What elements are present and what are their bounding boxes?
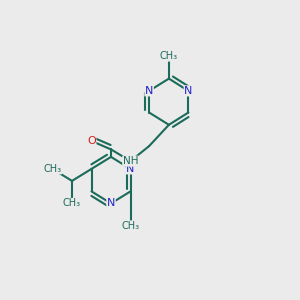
Text: N: N [126,164,135,174]
Text: O: O [87,136,96,146]
Text: NH: NH [123,156,138,166]
Text: N: N [107,198,115,208]
Text: CH₃: CH₃ [44,164,62,174]
Text: CH₃: CH₃ [160,51,178,61]
Text: CH₃: CH₃ [122,221,140,231]
Text: N: N [145,86,153,96]
Text: N: N [184,86,193,96]
Text: CH₃: CH₃ [63,198,81,208]
